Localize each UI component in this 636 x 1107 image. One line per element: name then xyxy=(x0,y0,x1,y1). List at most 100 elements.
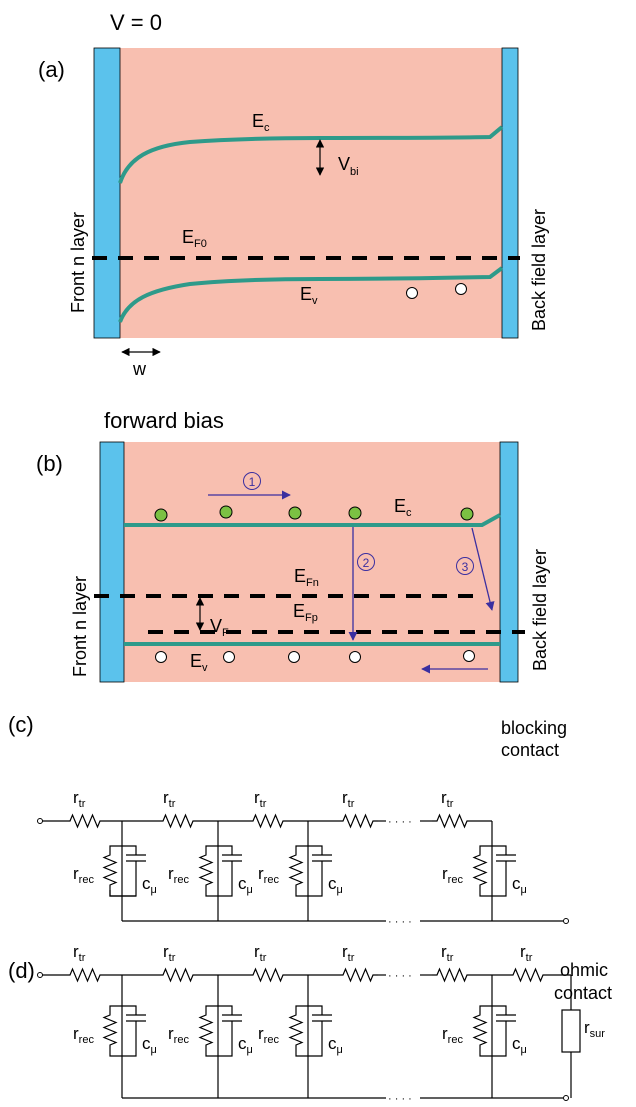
panel-b-label: (b) xyxy=(36,451,63,476)
efn-label: EFn xyxy=(294,566,319,589)
rtr-label-d: rtr xyxy=(441,942,454,964)
rtr-label-d: rtr xyxy=(520,942,533,964)
cmu-label-d: cμ xyxy=(328,1034,343,1056)
hole-b-4 xyxy=(349,651,361,663)
wires-d xyxy=(42,974,572,1099)
contact-label-d-line1: ohmic xyxy=(560,960,608,980)
ev-label-a: Ev xyxy=(300,284,318,307)
surface-resistor xyxy=(561,1009,581,1053)
rc-cell-d xyxy=(473,1005,516,1057)
electron-b-3 xyxy=(288,506,302,520)
ev-label-b: Ev xyxy=(190,651,208,674)
ellipsis-top-c: · · · · xyxy=(388,816,412,828)
panel-a-label: (a) xyxy=(38,57,65,82)
electron-b-1 xyxy=(154,508,168,522)
front-layer-label-a: Front n layer xyxy=(68,212,88,313)
panel-b: forward bias (b) 1 2 xyxy=(36,408,550,683)
rrec-label-c: rrec xyxy=(442,864,463,886)
electron-b-4 xyxy=(348,506,362,520)
process-1-marker: 1 xyxy=(243,472,261,490)
input-terminal-c xyxy=(37,818,43,824)
conduction-band-a xyxy=(118,125,504,184)
rrec-label-d: rrec xyxy=(73,1024,94,1046)
panel-c-label: (c) xyxy=(8,712,34,737)
rsur-label: rsur xyxy=(584,1018,605,1040)
vbi-label: Vbi xyxy=(338,154,359,178)
output-terminal-c xyxy=(563,918,569,924)
contact-label-c-line2: contact xyxy=(501,740,559,760)
electron-b-5 xyxy=(460,507,474,521)
svg-text:3: 3 xyxy=(462,560,469,574)
transport-resistor-d xyxy=(431,968,473,982)
rc-cell-c xyxy=(103,845,146,897)
transport-resistor-d xyxy=(247,968,289,982)
contact-label-d-line2: contact xyxy=(554,983,612,1003)
rc-cell-c xyxy=(199,845,242,897)
transport-resistor-c xyxy=(337,814,379,828)
cmu-label-c: cμ xyxy=(142,874,157,896)
transport-resistor-c xyxy=(64,814,106,828)
rtr-label-d: rtr xyxy=(73,942,86,964)
rtr-label-c: rtr xyxy=(254,788,267,810)
cmu-label-c: cμ xyxy=(512,874,527,896)
panel-d-label: (d) xyxy=(8,958,35,983)
ef0-label: EF0 xyxy=(182,227,207,250)
rrec-label-c: rrec xyxy=(73,864,94,886)
process-2-marker: 2 xyxy=(357,553,375,571)
absorber-slab-a xyxy=(120,48,502,338)
hole-b-3 xyxy=(288,651,300,663)
transport-resistor-c xyxy=(247,814,289,828)
vf-label: VF xyxy=(210,616,229,639)
valence-band-a xyxy=(118,266,504,323)
rc-cell-d xyxy=(103,1005,146,1057)
panel-b-header: forward bias xyxy=(104,408,224,433)
rtr-label-c: rtr xyxy=(342,788,355,810)
hole-b-5 xyxy=(463,650,475,662)
efp-label: EFp xyxy=(293,601,318,624)
electron-b-2 xyxy=(219,505,233,519)
panel-d: (d) ohmic contact xyxy=(8,942,612,1105)
rtr-label-d: rtr xyxy=(254,942,267,964)
depletion-width-label: w xyxy=(132,359,147,379)
rc-cell-c xyxy=(473,845,516,897)
rtr-label-d: rtr xyxy=(163,942,176,964)
front-contact-a xyxy=(93,47,121,339)
transport-resistor-c xyxy=(431,814,473,828)
back-contact-b xyxy=(499,441,519,683)
transport-resistor-d xyxy=(337,968,379,982)
rrec-label-d: rrec xyxy=(258,1024,279,1046)
panel-c: (c) blocking contact xyxy=(8,712,569,928)
cmu-label-c: cμ xyxy=(328,874,343,896)
svg-text:2: 2 xyxy=(363,556,370,570)
hole-b-1 xyxy=(155,651,167,663)
rc-cell-c xyxy=(289,845,332,897)
ellipsis-top-d: · · · · xyxy=(388,970,412,982)
output-terminal-d xyxy=(563,1095,569,1101)
front-layer-label-b: Front n layer xyxy=(70,576,90,677)
panel-a-header: V = 0 xyxy=(110,10,162,35)
back-contact-a xyxy=(501,47,519,339)
hole-a-1 xyxy=(406,287,418,299)
panel-a: V = 0 (a) Ec Vbi EF0 Ev w Front n layer … xyxy=(38,10,549,379)
rtr-label-c: rtr xyxy=(163,788,176,810)
surface-arrow xyxy=(471,527,495,611)
rrec-label-c: rrec xyxy=(168,864,189,886)
cmu-label-d: cμ xyxy=(142,1034,157,1056)
contact-label-c-line1: blocking xyxy=(501,718,567,738)
ec-label-a: Ec xyxy=(252,111,270,134)
cmu-label-d: cμ xyxy=(512,1034,527,1056)
cmu-label-c: cμ xyxy=(238,874,253,896)
rrec-label-c: rrec xyxy=(258,864,279,886)
ec-label-b: Ec xyxy=(394,496,412,519)
transport-resistor-d xyxy=(157,968,199,982)
back-layer-label-b: Back field layer xyxy=(530,549,550,671)
cmu-label-d: cμ xyxy=(238,1034,253,1056)
rtr-label-c: rtr xyxy=(441,788,454,810)
process-3-marker: 3 xyxy=(456,557,474,575)
back-layer-label-a: Back field layer xyxy=(529,209,549,331)
conduction-band-b xyxy=(124,513,501,527)
hole-b-2 xyxy=(223,651,235,663)
rtr-label-c: rtr xyxy=(73,788,86,810)
rrec-label-d: rrec xyxy=(442,1024,463,1046)
